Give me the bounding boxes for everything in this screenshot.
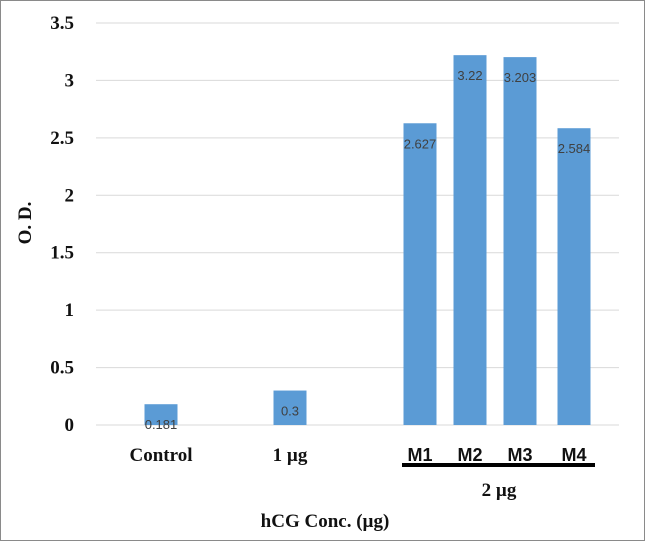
data-label: 0.181 <box>145 417 178 432</box>
x-axis-title: hCG Conc. (µg) <box>261 511 390 532</box>
category-label: M2 <box>457 445 482 465</box>
bar <box>403 123 437 425</box>
y-tick-label: 1 <box>65 300 75 321</box>
category-label: Control <box>130 445 193 466</box>
bar <box>144 404 178 425</box>
y-tick-label: 2.5 <box>50 128 74 149</box>
bars <box>144 55 591 425</box>
grid-lines <box>96 22 619 426</box>
data-label: 2.627 <box>404 136 437 151</box>
bar <box>453 55 487 425</box>
data-label: 3.22 <box>457 68 482 83</box>
category-label: 1 µg <box>273 445 308 466</box>
category-label: M3 <box>507 445 532 465</box>
data-label: 0.3 <box>281 404 299 419</box>
category-label: M4 <box>561 445 586 465</box>
y-tick-label: 0 <box>65 415 75 436</box>
y-tick-label: 3.5 <box>50 13 74 34</box>
y-tick-label: 3 <box>65 70 75 91</box>
data-label: 2.584 <box>558 141 591 156</box>
y-axis-title: O. D. <box>15 202 36 245</box>
data-label: 3.203 <box>504 70 537 85</box>
y-tick-labels: 0 0.5 1 1.5 2 2.5 3 3.5 <box>50 13 74 436</box>
category-labels: Control 1 µg M1 M2 M3 M4 <box>130 445 587 466</box>
data-labels: 0.181 0.3 2.627 3.22 3.203 2.584 <box>145 68 591 432</box>
bar <box>557 128 591 425</box>
bar <box>503 57 537 425</box>
y-tick-label: 1.5 <box>50 243 74 264</box>
category-label: M1 <box>407 445 432 465</box>
y-tick-label: 2 <box>65 185 75 206</box>
group-label: 2 µg <box>482 480 517 501</box>
bar <box>273 390 307 425</box>
y-tick-label: 0.5 <box>50 358 74 379</box>
